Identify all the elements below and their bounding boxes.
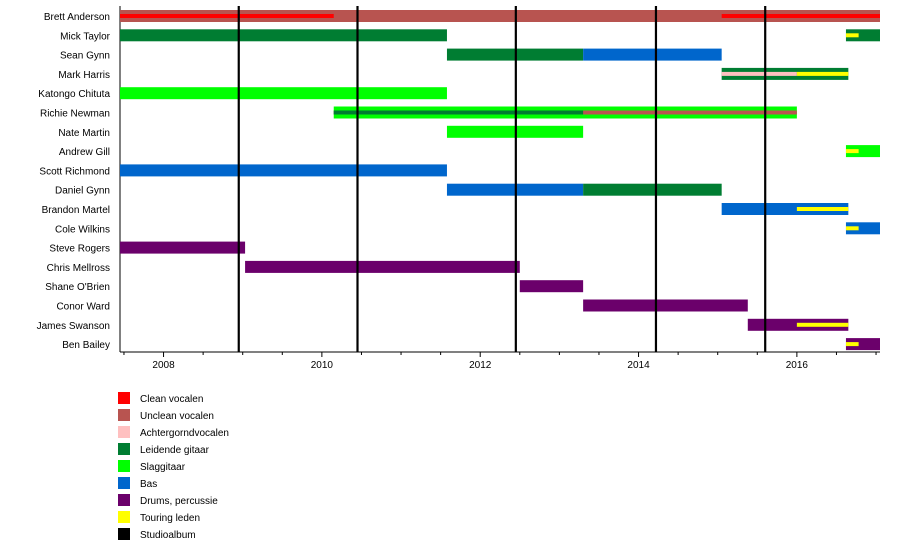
legend-swatch-touring (118, 511, 130, 523)
x-tick-label: 2016 (786, 360, 809, 371)
member-name: James Swanson (37, 321, 110, 332)
member-name: Shane O'Brien (45, 282, 110, 293)
legend-label: Touring leden (140, 513, 200, 524)
legend-swatch-album (118, 528, 130, 540)
legend-swatch-drums (118, 494, 130, 506)
member-bars (120, 10, 880, 351)
legend-label: Clean vocalen (140, 394, 203, 405)
legend-label: Studioalbum (140, 530, 196, 541)
x-tick-label: 2010 (311, 360, 334, 371)
member-bar-drums (583, 299, 748, 312)
legend-label: Achtergorndvocalen (140, 428, 229, 439)
member-bar-lead (333, 110, 584, 115)
member-name: Andrew Gill (59, 147, 110, 158)
legend-label: Unclean vocalen (140, 411, 214, 422)
album-lines (237, 6, 767, 352)
member-bar-bass (721, 203, 849, 215)
legend: Clean vocalen Unclean vocalen Achtergorndv… (118, 392, 229, 541)
member-bar-touring (796, 322, 849, 327)
member-bar-unclean (120, 10, 880, 22)
legend-label: Drums, percussie (140, 496, 218, 507)
member-bar-lead (120, 29, 447, 42)
member-bar-drums (120, 241, 246, 254)
member-bar-touring (796, 207, 849, 211)
x-tick-label: 2008 (152, 360, 175, 371)
member-name: Mark Harris (58, 70, 110, 81)
member-names: Brett Anderson Mick Taylor Sean Gynn Mark H… (37, 12, 111, 351)
member-bar-clean (120, 14, 334, 18)
member-bar-rhythm (120, 87, 447, 100)
member-name: Mick Taylor (60, 31, 110, 42)
legend-swatch-clean (118, 392, 130, 404)
member-name: Chris Mellross (47, 263, 110, 274)
member-bar-bass (845, 222, 880, 235)
x-tick-label: 2012 (469, 360, 492, 371)
member-name: Daniel Gynn (55, 186, 110, 197)
member-bar-backing (721, 71, 797, 76)
member-bar-bass (583, 48, 722, 61)
member-name: Steve Rogers (49, 244, 110, 255)
member-name: Richie Newman (40, 109, 110, 120)
member-name: Scott Richmond (39, 166, 110, 177)
legend-swatch-unclean (118, 409, 130, 421)
member-bar-touring (845, 149, 859, 154)
member-bar-drums (519, 280, 584, 293)
member-name: Brett Anderson (44, 12, 110, 23)
member-name: Nate Martin (58, 128, 110, 139)
member-name: Brandon Martel (42, 205, 110, 216)
legend-label: Bas (140, 479, 157, 490)
member-bar-lead (845, 29, 880, 42)
member-name: Conor Ward (56, 302, 110, 313)
member-name: Sean Gynn (60, 51, 110, 62)
member-bar-drums (845, 338, 880, 351)
legend-label: Slaggitaar (140, 462, 186, 473)
member-bar-touring (796, 71, 849, 76)
member-bar-touring (845, 226, 859, 231)
x-axis: 2008 2010 2012 2014 2016 (123, 352, 877, 371)
legend-swatch-bass (118, 477, 130, 489)
member-bar-touring (845, 342, 859, 347)
x-tick-label: 2014 (627, 360, 650, 371)
legend-swatch-backing (118, 426, 130, 438)
member-name: Katongo Chituta (38, 89, 110, 100)
member-name: Ben Bailey (62, 340, 110, 351)
member-bar-bass (120, 164, 447, 177)
member-bar-rhythm (845, 145, 880, 158)
member-bar-lead (583, 183, 722, 196)
legend-swatch-lead (118, 443, 130, 455)
legend-swatch-rhythm (118, 460, 130, 472)
member-bar-touring (845, 33, 859, 38)
member-bar-clean (721, 14, 880, 18)
legend-label: Leidende gitaar (140, 445, 210, 456)
member-bar-drums (245, 260, 520, 273)
plot-area (119, 6, 880, 353)
member-name: Cole Wilkins (55, 224, 110, 235)
